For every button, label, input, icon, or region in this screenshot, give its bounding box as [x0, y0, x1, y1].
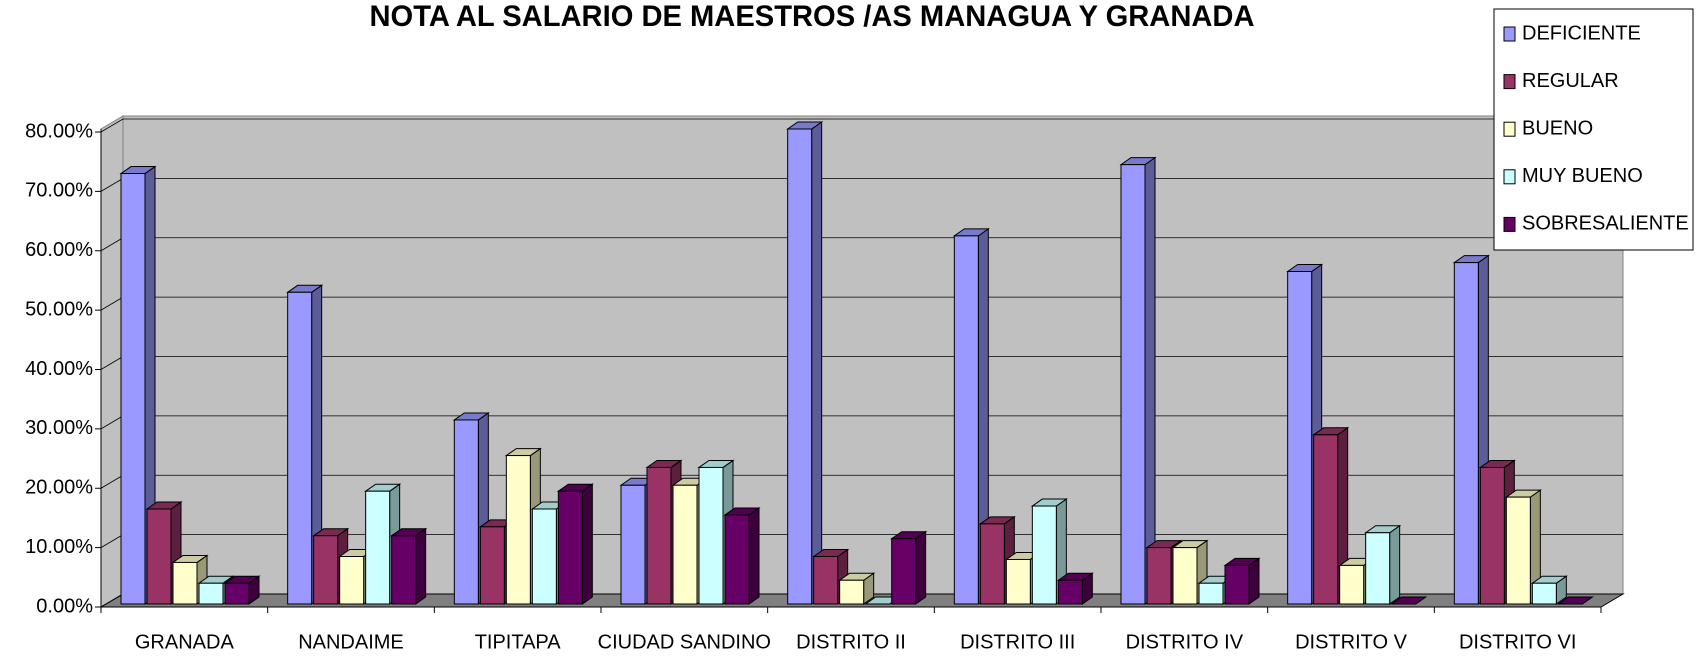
bar: [1120, 164, 1146, 605]
bar: [1005, 558, 1031, 605]
bar: [839, 579, 865, 605]
bar: [287, 291, 313, 605]
x-tick-label: TIPITAPA: [475, 631, 562, 653]
bar: [1479, 466, 1505, 605]
bar: [146, 508, 172, 605]
bar: [198, 582, 224, 605]
bar: [620, 484, 646, 605]
bar-side: [748, 506, 760, 605]
bar: [531, 508, 557, 605]
bar: [365, 490, 391, 605]
y-tick-label: 10.00%: [25, 536, 93, 558]
legend-label: SOBRESALIENTE: [1522, 213, 1689, 235]
bar: [172, 561, 198, 605]
x-tick-label: DISTRITO II: [796, 631, 906, 653]
bar: [891, 538, 917, 605]
bar: [1365, 532, 1391, 605]
bar: [1505, 496, 1531, 605]
bar-side: [581, 483, 593, 605]
chart-title: NOTA AL SALARIO DE MAESTROS /AS MANAGUA …: [370, 0, 1255, 33]
bar-side: [415, 527, 427, 605]
bar-side: [1389, 524, 1401, 605]
x-tick-label: DISTRITO VI: [1459, 631, 1576, 653]
y-tick-label: 80.00%: [25, 120, 93, 142]
bar: [391, 535, 417, 605]
bar: [1531, 582, 1557, 605]
bar: [1313, 434, 1339, 605]
bar-side: [1248, 557, 1260, 605]
bar: [224, 582, 250, 605]
bar: [505, 455, 531, 605]
y-tick-label: 40.00%: [25, 358, 93, 380]
grid-line: [100, 593, 124, 608]
x-tick-label: DISTRITO III: [960, 631, 1075, 653]
bar: [120, 173, 146, 605]
bar-side: [915, 530, 927, 605]
bar: [1031, 505, 1057, 605]
bar: [813, 556, 839, 605]
back-wall: [122, 115, 1624, 595]
bar-side: [1144, 156, 1156, 605]
legend-label: REGULAR: [1522, 70, 1619, 92]
legend-label: BUENO: [1522, 117, 1593, 139]
bar: [313, 535, 339, 605]
x-tick-label: DISTRITO V: [1295, 631, 1408, 653]
bar: [1057, 579, 1083, 605]
bar: [1198, 582, 1224, 605]
legend-label: DEFICIENTE: [1522, 22, 1641, 44]
y-tick-label: 20.00%: [25, 477, 93, 499]
x-tick-label: GRANADA: [135, 631, 235, 653]
bar: [1339, 564, 1365, 605]
grid-line: [100, 474, 124, 489]
legend-swatch: [1503, 74, 1516, 90]
legend-box: [1493, 8, 1694, 251]
y-tick-label: 0.00%: [36, 595, 93, 617]
bar: [724, 514, 750, 605]
legend-swatch: [1503, 121, 1516, 137]
legend-label: MUY BUENO: [1522, 165, 1643, 187]
grid-line: [100, 178, 124, 192]
bar: [979, 523, 1005, 605]
bar: [787, 128, 813, 605]
legend-swatch: [1503, 169, 1516, 185]
bar-top: [1556, 596, 1594, 605]
y-tick-label: 60.00%: [25, 239, 93, 261]
grid-line: [100, 534, 124, 548]
bar: [1146, 547, 1172, 605]
x-tick-label: CIUDAD SANDINO: [598, 631, 771, 653]
grid-line: [100, 296, 124, 311]
bar-top: [1390, 596, 1428, 605]
y-tick-label: 50.00%: [25, 298, 93, 320]
legend-swatch: [1503, 216, 1516, 232]
bar: [557, 490, 583, 605]
grid-line: [100, 356, 124, 370]
bar: [646, 466, 672, 605]
x-tick-label: DISTRITO IV: [1126, 631, 1244, 653]
x-tick-label: NANDAIME: [298, 631, 404, 653]
grid-line: [100, 118, 124, 133]
bar: [1172, 547, 1198, 605]
bar: [339, 556, 365, 605]
bar: [1224, 564, 1250, 605]
bar: [953, 235, 979, 605]
bar: [453, 419, 479, 605]
grid-line: [100, 415, 124, 430]
bar: [1287, 271, 1313, 605]
bar: [672, 484, 698, 605]
bar: [1453, 262, 1479, 605]
bar: [479, 526, 505, 605]
grid-line: [100, 237, 124, 252]
bar-side: [811, 121, 823, 605]
legend-swatch: [1503, 26, 1516, 42]
y-tick-label: 30.00%: [25, 417, 93, 439]
y-tick-label: 70.00%: [25, 180, 93, 202]
bar: [698, 466, 724, 605]
